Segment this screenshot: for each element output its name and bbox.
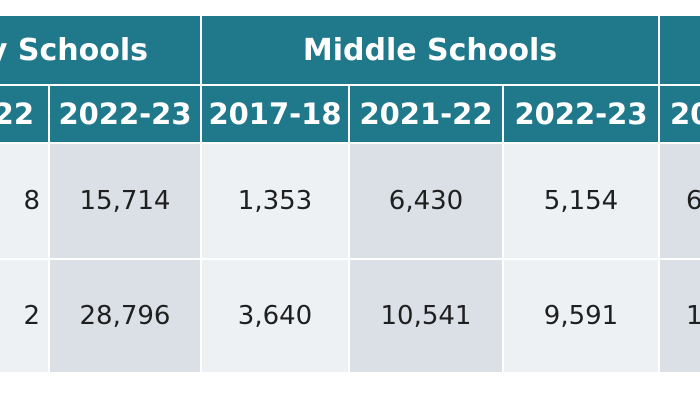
year-header-label: 22 xyxy=(0,97,34,131)
cell-value: 1,353 xyxy=(237,186,313,216)
table-cell: 1 xyxy=(660,260,700,372)
year-header: 2017-18 xyxy=(202,86,348,142)
table-cell: 1,353 xyxy=(202,144,348,258)
group-header-label: Middle Schools xyxy=(302,32,558,68)
year-header: 2021-22 xyxy=(350,86,502,142)
year-header-label: 2017-18 xyxy=(208,97,342,131)
cell-value: 6 xyxy=(686,186,700,216)
table-cell: 9,591 xyxy=(504,260,658,372)
year-header-label: 2021-22 xyxy=(359,97,493,131)
year-header: 2022-23 xyxy=(504,86,658,142)
table-cell: 8 xyxy=(0,144,48,258)
cell-value: 5,154 xyxy=(543,186,619,216)
cell-value: 8 xyxy=(23,186,40,216)
cell-value: 10,541 xyxy=(380,301,472,331)
table-cell: 2 xyxy=(0,260,48,372)
table-cell: 6,430 xyxy=(350,144,502,258)
table-cell: 6 xyxy=(660,144,700,258)
group-header-elementary-schools: y Schools xyxy=(0,16,200,84)
cell-value: 1 xyxy=(686,301,700,331)
year-header: 2022-23 xyxy=(50,86,200,142)
year-header: 22 xyxy=(0,86,48,142)
year-header-label: 2022-23 xyxy=(514,97,648,131)
group-header-high-schools xyxy=(660,16,700,84)
cell-value: 3,640 xyxy=(237,301,313,331)
table-cell: 15,714 xyxy=(50,144,200,258)
cell-value: 9,591 xyxy=(543,301,619,331)
year-header-label: 2022-23 xyxy=(58,97,192,131)
group-header-label: y Schools xyxy=(0,32,148,68)
table-cell: 5,154 xyxy=(504,144,658,258)
cell-value: 15,714 xyxy=(79,186,171,216)
cell-value: 28,796 xyxy=(79,301,171,331)
year-header: 20 xyxy=(660,86,700,142)
table-cell: 10,541 xyxy=(350,260,502,372)
group-header-middle-schools: Middle Schools xyxy=(202,16,658,84)
cell-value: 6,430 xyxy=(388,186,464,216)
table-cell: 28,796 xyxy=(50,260,200,372)
table-cell: 3,640 xyxy=(202,260,348,372)
year-header-label: 20 xyxy=(670,97,700,131)
cell-value: 2 xyxy=(23,301,40,331)
